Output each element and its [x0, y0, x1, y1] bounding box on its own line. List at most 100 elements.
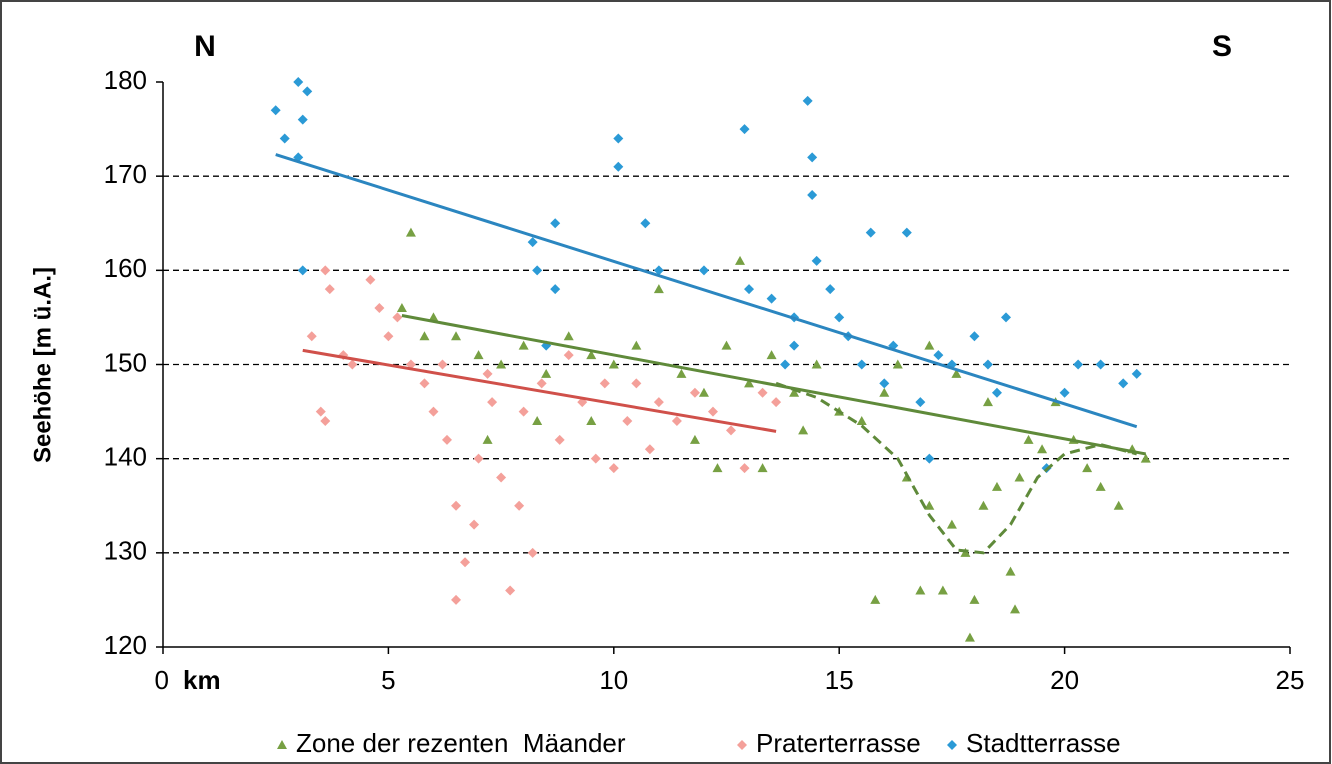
trendline	[302, 348, 777, 433]
point	[563, 331, 574, 341]
point	[347, 359, 358, 370]
point	[689, 387, 700, 398]
point	[392, 312, 403, 323]
point	[924, 340, 935, 350]
point	[1113, 500, 1124, 510]
point	[676, 368, 687, 378]
point	[757, 387, 768, 398]
x-tick-label: 25	[1276, 665, 1305, 695]
point	[991, 387, 1002, 398]
point	[1010, 604, 1021, 614]
point	[613, 161, 624, 172]
point	[518, 406, 529, 417]
point	[1005, 566, 1016, 576]
point	[771, 397, 782, 408]
point	[644, 444, 655, 455]
point	[365, 274, 376, 285]
point	[1082, 463, 1093, 473]
point	[879, 387, 890, 397]
point	[608, 359, 619, 369]
point	[870, 594, 881, 604]
point	[532, 265, 543, 276]
trendline	[401, 314, 1147, 456]
legend-label: Praterterrasse	[756, 728, 921, 758]
point	[428, 312, 439, 322]
point	[608, 463, 619, 474]
point	[698, 387, 709, 397]
point	[653, 397, 664, 408]
annotation: N	[194, 30, 216, 63]
point	[811, 359, 822, 369]
y-tick-label: 130	[104, 536, 147, 566]
point	[933, 350, 944, 361]
point	[892, 359, 903, 369]
point	[1131, 368, 1142, 379]
point	[982, 397, 993, 407]
point	[496, 359, 507, 369]
y-tick-label: 170	[104, 159, 147, 189]
legend-marker	[737, 740, 747, 750]
point	[428, 406, 439, 417]
point	[631, 378, 642, 389]
point	[469, 519, 480, 530]
point	[293, 77, 304, 87]
point	[789, 340, 800, 351]
point	[518, 340, 529, 350]
point	[780, 359, 791, 370]
point	[721, 340, 732, 350]
point	[982, 359, 993, 370]
point	[969, 594, 980, 604]
x-tick-label: 15	[825, 665, 854, 695]
point	[315, 406, 326, 417]
point	[487, 397, 498, 408]
point	[1118, 378, 1129, 389]
legend-marker	[947, 740, 957, 750]
point	[915, 585, 926, 595]
point	[1000, 312, 1011, 323]
point	[707, 406, 718, 417]
point	[613, 133, 624, 144]
point	[451, 594, 462, 605]
point	[297, 114, 308, 125]
point	[279, 133, 290, 144]
point	[437, 359, 448, 370]
point	[671, 416, 682, 426]
point	[744, 284, 755, 295]
point	[739, 124, 750, 135]
trendline	[275, 153, 1138, 429]
point	[951, 368, 962, 378]
y-tick-label: 140	[104, 442, 147, 472]
point	[856, 416, 867, 425]
point	[1014, 472, 1025, 482]
point	[586, 416, 597, 425]
point	[473, 453, 484, 464]
x-unit: km	[183, 665, 221, 695]
point	[505, 585, 516, 596]
point	[834, 312, 845, 323]
point	[802, 95, 813, 106]
point	[550, 218, 561, 229]
point	[306, 331, 317, 342]
point	[698, 265, 709, 276]
point	[879, 378, 890, 389]
point	[735, 255, 746, 265]
point	[991, 481, 1002, 491]
point	[563, 350, 574, 361]
point	[739, 463, 750, 474]
point	[405, 227, 416, 237]
point	[924, 453, 935, 464]
point	[514, 500, 525, 511]
point	[807, 152, 818, 163]
point	[451, 331, 462, 341]
x-tick-label: 10	[599, 665, 628, 695]
point	[653, 284, 664, 294]
point	[865, 227, 876, 238]
point	[383, 331, 394, 342]
point	[901, 227, 912, 238]
point	[320, 416, 331, 426]
point	[825, 284, 836, 295]
point	[969, 331, 980, 342]
point	[482, 368, 493, 379]
